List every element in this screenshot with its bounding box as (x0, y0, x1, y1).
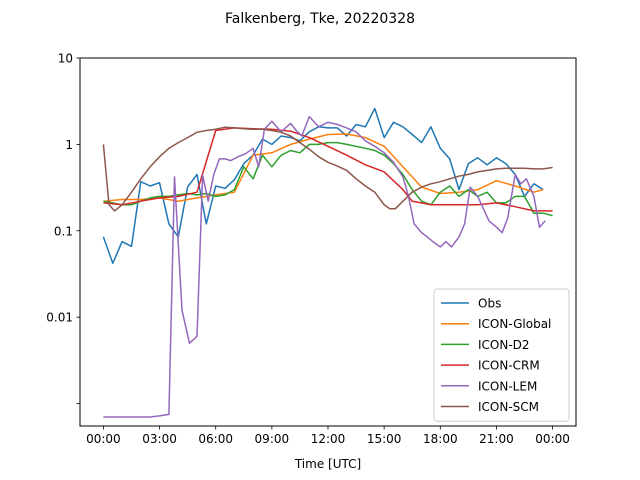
x-tick-label: 09:00 (255, 432, 290, 446)
legend-label: ICON-D2 (478, 338, 530, 352)
y-tick-label: 0.1 (54, 224, 73, 238)
chart-title: Falkenberg, Tke, 20220328 (225, 11, 415, 27)
x-tick-label: 21:00 (479, 432, 514, 446)
series-line-icon-scm (102, 126, 553, 212)
y-tick-label: 10 (58, 52, 73, 66)
series-line-icon-global (103, 133, 544, 202)
y-tick-label: 1 (65, 138, 73, 152)
x-tick-label: 00:00 (86, 432, 121, 446)
x-tick-label: 18:00 (423, 432, 458, 446)
legend-label: ICON-LEM (478, 379, 537, 393)
legend-label: ICON-SCM (478, 400, 539, 414)
x-tick-label: 03:00 (142, 432, 177, 446)
legend: Obs ICON-Global ICON-D2 ICON-CRM ICON-LEM ICO… (433, 288, 570, 422)
x-tick-label: 12:00 (311, 432, 346, 446)
series-layer (102, 107, 553, 418)
legend-label: Obs (478, 297, 501, 311)
legend-box (433, 288, 570, 422)
x-tick-label: 06:00 (198, 432, 233, 446)
series-line-icon-lem (103, 115, 546, 418)
series-line-icon-crm (103, 127, 553, 212)
x-tick-label: 15:00 (367, 432, 402, 446)
x-axis: 00:00 03:00 06:00 09:00 12:00 15:00 18:00 21:00… (86, 426, 570, 446)
y-tick-label: 0.01 (46, 311, 73, 325)
x-axis-label: Time [UTC] (294, 457, 361, 471)
y-axis: 0.01 0.1 1 10 (46, 52, 80, 404)
legend-label: ICON-Global (478, 317, 551, 331)
series-line-obs (102, 107, 544, 265)
legend-label: ICON-CRM (478, 359, 540, 373)
x-tick-label: 00:00 (535, 432, 570, 446)
